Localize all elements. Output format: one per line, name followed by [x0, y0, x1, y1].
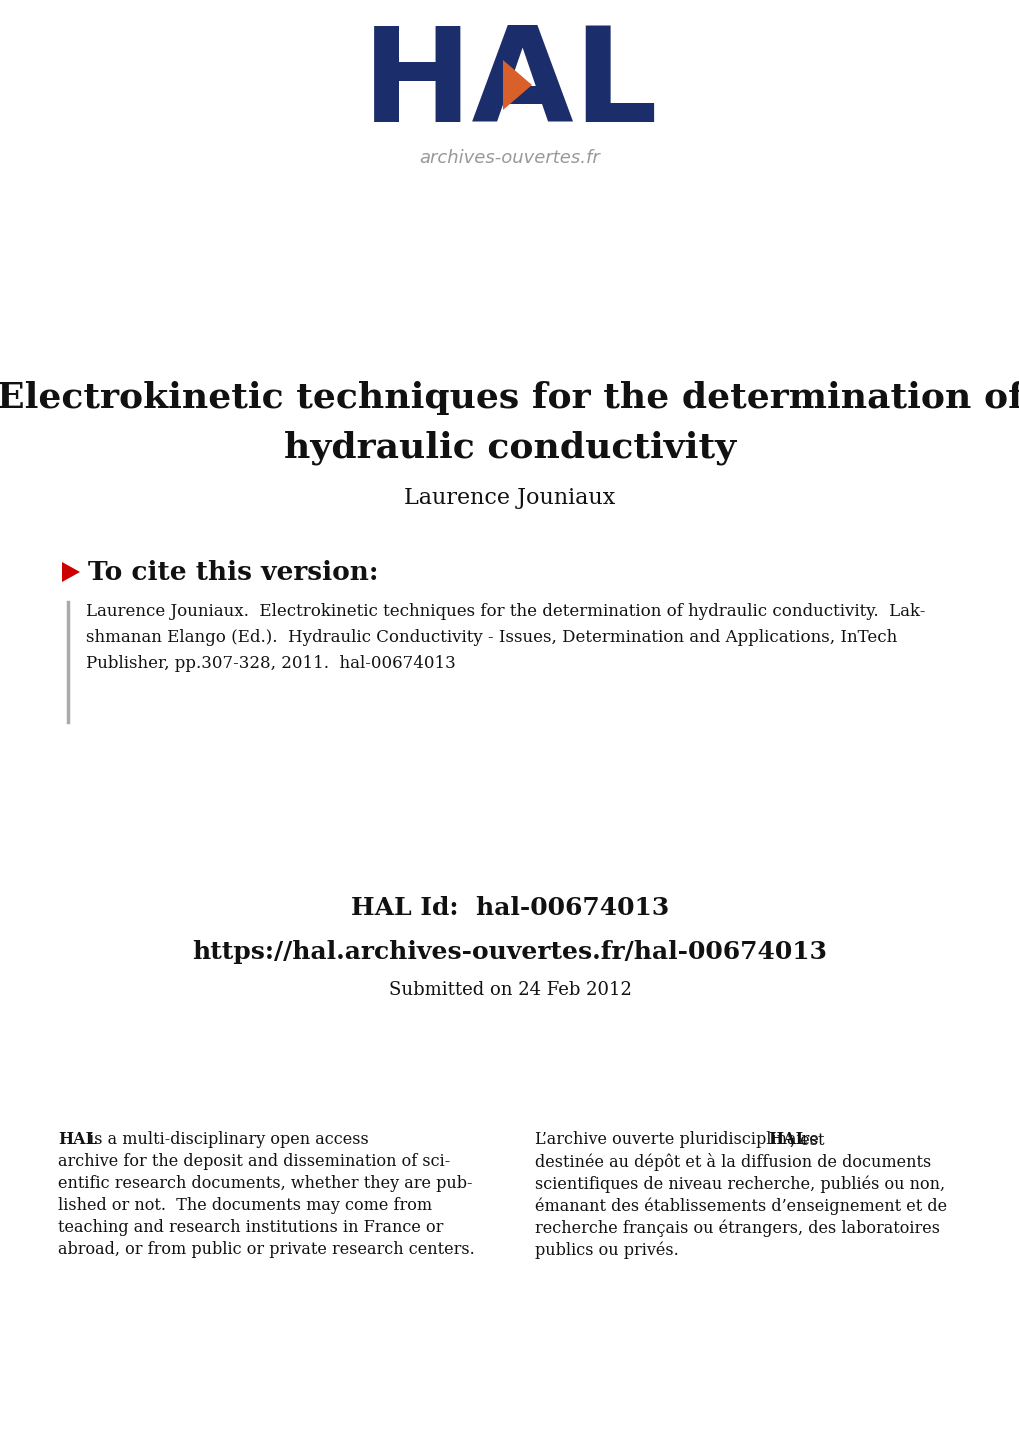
Text: entific research documents, whether they are pub-: entific research documents, whether they…: [58, 1175, 472, 1193]
Text: teaching and research institutions in France or: teaching and research institutions in Fr…: [58, 1220, 443, 1236]
Text: archives-ouvertes.fr: archives-ouvertes.fr: [419, 149, 600, 167]
Text: recherche français ou étrangers, des laboratoires: recherche français ou étrangers, des lab…: [535, 1220, 940, 1237]
Text: émanant des établissements d’enseignement et de: émanant des établissements d’enseignemen…: [535, 1197, 947, 1214]
Text: lished or not.  The documents may come from: lished or not. The documents may come fr…: [58, 1197, 432, 1214]
Text: hydraulic conductivity: hydraulic conductivity: [283, 431, 736, 466]
Text: is a multi-disciplinary open access: is a multi-disciplinary open access: [84, 1132, 369, 1148]
Text: HAL: HAL: [58, 1132, 97, 1148]
Text: Laurence Jouniaux.  Electrokinetic techniques for the determination of hydraulic: Laurence Jouniaux. Electrokinetic techni…: [86, 604, 924, 620]
Text: archive for the deposit and dissemination of sci-: archive for the deposit and disseminatio…: [58, 1154, 449, 1171]
Text: HAL: HAL: [362, 23, 657, 150]
Text: To cite this version:: To cite this version:: [88, 559, 378, 584]
Text: abroad, or from public or private research centers.: abroad, or from public or private resear…: [58, 1242, 474, 1259]
Text: Electrokinetic techniques for the determination of: Electrokinetic techniques for the determ…: [0, 381, 1019, 415]
Text: HAL Id:  hal-00674013: HAL Id: hal-00674013: [351, 895, 668, 920]
Text: , est: , est: [789, 1132, 823, 1148]
Text: shmanan Elango (Ed.).  Hydraulic Conductivity - Issues, Determination and Applic: shmanan Elango (Ed.). Hydraulic Conducti…: [86, 630, 897, 646]
Text: HAL: HAL: [767, 1132, 806, 1148]
Text: Laurence Jouniaux: Laurence Jouniaux: [404, 487, 615, 509]
Text: destinée au dépôt et à la diffusion de documents: destinée au dépôt et à la diffusion de d…: [535, 1154, 930, 1171]
Polygon shape: [502, 61, 532, 110]
Text: Submitted on 24 Feb 2012: Submitted on 24 Feb 2012: [388, 981, 631, 999]
Text: scientifiques de niveau recherche, publiés ou non,: scientifiques de niveau recherche, publi…: [535, 1175, 945, 1193]
Text: Publisher, pp.307-328, 2011.  hal-00674013: Publisher, pp.307-328, 2011. hal-0067401…: [86, 656, 455, 672]
Text: https://hal.archives-ouvertes.fr/hal-00674013: https://hal.archives-ouvertes.fr/hal-006…: [193, 940, 826, 965]
Text: L’archive ouverte pluridisciplinaire: L’archive ouverte pluridisciplinaire: [535, 1132, 823, 1148]
Polygon shape: [62, 562, 79, 583]
Text: publics ou privés.: publics ou privés.: [535, 1242, 678, 1259]
